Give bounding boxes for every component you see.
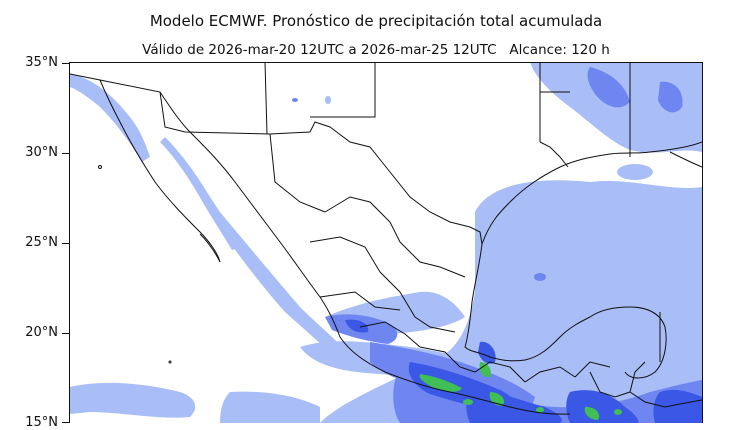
borders-layer [70, 62, 702, 415]
map-subtitle: Válido de 2026-mar-20 12UTC a 2026-mar-2… [0, 42, 752, 58]
lat-label-35: 35°N [25, 55, 58, 70]
map-top-border [69, 62, 703, 63]
map-title: Modelo ECMWF. Pronóstico de precipitació… [149, 12, 603, 30]
map-svg [70, 62, 702, 423]
lat-tick-35 [62, 63, 70, 64]
map-right-border [702, 62, 703, 423]
lat-label-20: 20°N [25, 325, 58, 340]
lat-label-30: 30°N [25, 145, 58, 160]
map-left-border [69, 62, 70, 423]
lat-label-15: 15°N [25, 415, 58, 430]
precipitation-map [70, 62, 702, 423]
lat-label-25: 25°N [25, 235, 58, 250]
extreme-precip-layer [419, 362, 622, 420]
lat-tick-25 [62, 243, 70, 244]
forecast-range: Alcance: 120 h [509, 42, 610, 58]
lat-tick-20 [62, 333, 70, 334]
lat-tick-30 [62, 153, 70, 154]
validity-period: Válido de 2026-mar-20 12UTC a 2026-mar-2… [142, 42, 497, 58]
